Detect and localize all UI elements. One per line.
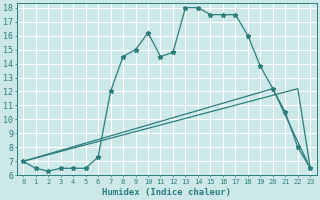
X-axis label: Humidex (Indice chaleur): Humidex (Indice chaleur): [102, 188, 231, 197]
